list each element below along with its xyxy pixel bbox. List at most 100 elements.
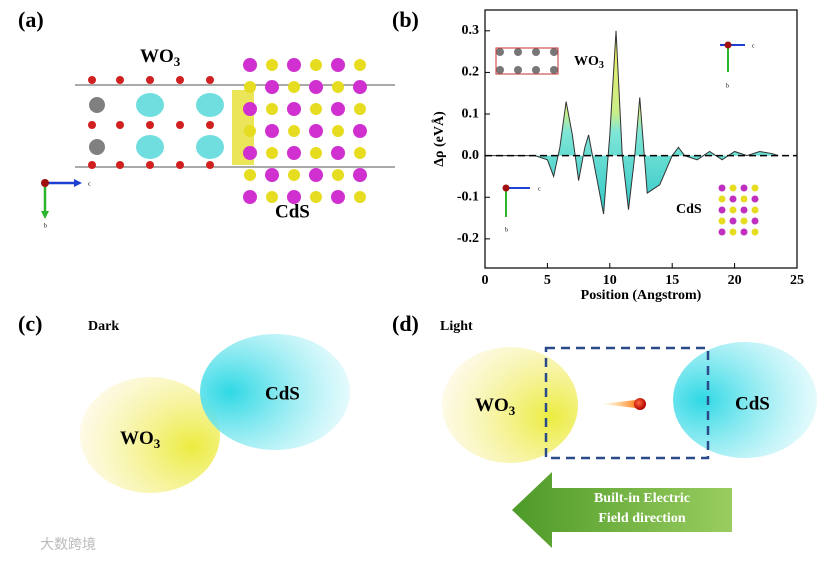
panel-label: (a) [18,7,44,32]
s-atom [288,125,300,137]
cds-label: CdS [275,201,310,222]
w-atom [89,97,105,113]
axis-label: c [538,186,541,192]
cd-atom [243,58,257,72]
w-atom [496,66,504,74]
s-atom [354,59,366,71]
o-atom [88,76,96,84]
o-atom [146,76,154,84]
s-atom [729,184,737,192]
o-atom [206,161,214,169]
x-tick-label: 25 [790,273,804,288]
s-atom [332,81,344,93]
s-atom [354,147,366,159]
cd-atom [287,190,301,204]
s-atom [244,169,256,181]
w-atom [514,66,522,74]
s-atom [244,125,256,137]
data-line [485,30,779,214]
inset [495,41,759,236]
o-atom [146,121,154,129]
cd-atom [740,206,748,214]
cds-label: CdS [735,393,770,414]
x-tick-label: 10 [603,273,617,288]
y-tick-label: 0.0 [462,148,480,163]
cd-atom [353,124,367,138]
electron [634,398,646,410]
plot-frame [484,9,798,269]
cd-atom [265,124,279,138]
wo3-label: WO3 [475,395,516,418]
s-atom [332,169,344,181]
cd-atom [331,146,345,160]
y-tick-label: 0.2 [462,65,480,80]
s-atom [740,217,748,225]
cd-atom [729,217,737,225]
y-tick-label: 0.1 [462,106,480,121]
charge-density [136,135,164,159]
o-atom [116,121,124,129]
cd-atom [331,190,345,204]
s-atom [244,81,256,93]
s-atom [288,169,300,181]
s-atom [718,217,726,225]
cd-atom [331,102,345,116]
s-atom [332,125,344,137]
field-arrow [512,472,732,548]
interface-box [544,346,710,460]
charge-density [136,93,164,117]
cd-atom [740,184,748,192]
cd-atom [265,168,279,182]
wo3-label: WO3 [120,428,161,451]
cd-atom [740,228,748,236]
watermark: 大数跨境 [40,537,96,553]
axis-label: b [505,227,508,233]
s-atom [310,191,322,203]
y-tick-label: -0.1 [457,189,479,204]
arrow-text: Field direction [598,511,685,526]
s-atom [266,147,278,159]
cd-atom [718,228,726,236]
o-atom [176,76,184,84]
charge-density [196,93,224,117]
cd-atom [287,58,301,72]
s-atom [729,228,737,236]
s-atom [310,147,322,159]
panel-title: Dark [88,319,119,334]
cds-label: CdS [676,202,702,217]
o-atom [88,161,96,169]
o-atom [206,76,214,84]
s-atom [718,195,726,203]
cd-atom [729,195,737,203]
x-tick-label: 15 [665,273,679,288]
chart: 0 5 10 15 20 25 -0.2 -0.1 0.0 0.1 0.2 0.3 Position (… [431,9,804,303]
cd-atom [353,168,367,182]
cd-atom [751,195,759,203]
s-atom [266,59,278,71]
o-atom [176,121,184,129]
wo3-label: WO3 [140,46,181,69]
y-axis-label: Δρ (eVÅ) [431,111,447,167]
y-tick-label: -0.2 [457,231,479,246]
o-atom [176,161,184,169]
cd-atom [243,102,257,116]
cds-label: CdS [265,383,300,404]
axis-label: b [726,83,729,89]
cd-atom [353,80,367,94]
s-atom [266,103,278,115]
s-atom [729,206,737,214]
s-atom [751,184,759,192]
o-atom [116,76,124,84]
x-tick-label: 0 [482,273,489,288]
s-atom [310,103,322,115]
cd-atom [243,190,257,204]
s-atom [310,59,322,71]
w-atom [514,48,522,56]
crystal-structure [75,58,395,204]
o-atom [206,121,214,129]
cds-particle [200,334,350,450]
s-atom [266,191,278,203]
cd-atom [751,217,759,225]
panel-label: (b) [392,7,419,32]
